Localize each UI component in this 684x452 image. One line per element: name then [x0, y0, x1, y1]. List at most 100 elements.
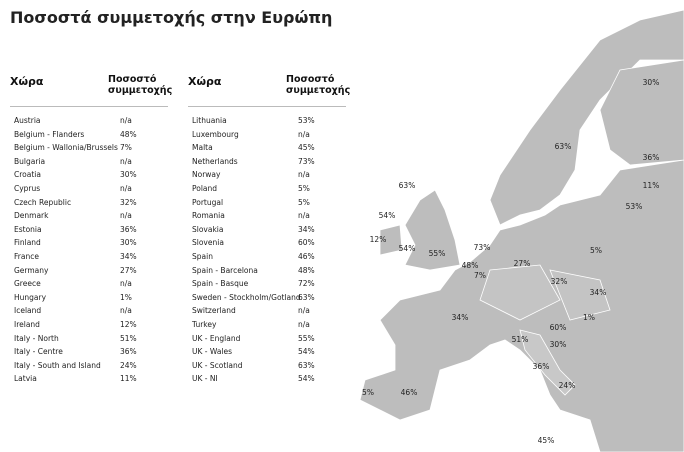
country-name: Bulgaria [14, 156, 46, 166]
participation-rate: 54% [298, 374, 315, 384]
country-name: UK - Scotland [192, 360, 243, 370]
country-name: UK - England [192, 333, 241, 343]
map-label: 1% [583, 313, 595, 322]
participation-rate: n/a [120, 184, 132, 193]
map-label: 60% [550, 323, 567, 332]
country-name: Slovenia [192, 238, 224, 248]
participation-rate: 53% [298, 116, 315, 125]
country-name: Spain - Basque [192, 279, 249, 289]
country-name: Italy - South and Island [14, 360, 101, 370]
map-label: 30% [643, 78, 660, 87]
country-name: Turkey [192, 320, 217, 329]
map-label: 32% [551, 277, 568, 286]
participation-rate: 51% [120, 333, 137, 343]
participation-rate: 54% [298, 347, 315, 357]
country-name: Netherlands [192, 156, 238, 166]
country-name: Spain - Barcelona [192, 265, 258, 275]
country-name: Belgium - Wallonia/Brussels [14, 143, 118, 153]
country-name: Cyprus [14, 184, 41, 193]
country-name: Greece [14, 279, 41, 289]
participation-rate: 45% [298, 143, 315, 153]
participation-rate: 27% [120, 265, 137, 275]
country-name: Iceland [14, 306, 42, 316]
map-label: 51% [512, 335, 529, 344]
map-label: 30% [550, 340, 567, 349]
map-label: 55% [429, 249, 446, 258]
country-name: Luxembourg [192, 129, 239, 139]
participation-rate: n/a [120, 211, 132, 221]
participation-rate: 12% [120, 320, 137, 329]
participation-rate: 11% [120, 374, 137, 384]
participation-rate: 34% [298, 224, 315, 234]
participation-rate: 36% [120, 347, 137, 357]
country-name: France [14, 252, 39, 261]
participation-rate: 34% [120, 252, 137, 261]
participation-rate: 48% [120, 129, 137, 139]
map-label: 54% [399, 244, 416, 253]
participation-rate: 55% [298, 333, 315, 343]
participation-rate: n/a [120, 116, 132, 125]
country-name: Poland [192, 184, 218, 193]
country-name: UK - Wales [192, 347, 233, 357]
map-label: 11% [643, 181, 660, 190]
map-label: 36% [643, 153, 660, 162]
land [359, 9, 684, 452]
title: Ποσοστά συμμετοχής στην Ευρώπη [10, 8, 333, 27]
participation-rate: n/a [120, 156, 132, 166]
participation-rate: n/a [298, 170, 310, 180]
country-name: Austria [14, 116, 41, 125]
participation-rate: 24% [120, 360, 137, 370]
country-name: Croatia [14, 170, 41, 180]
map-label: 27% [514, 259, 531, 268]
map-label: 5% [362, 388, 374, 397]
map-label: 54% [379, 211, 396, 220]
country-name: Sweden - Stockholm/Gotland [192, 292, 301, 302]
map-label: 63% [399, 181, 416, 190]
participation-rate: 30% [120, 170, 137, 180]
participation-rate: n/a [298, 211, 310, 221]
participation-rate: 36% [120, 224, 137, 234]
participation-rate: 5% [298, 184, 310, 193]
country-name: UK - NI [192, 374, 218, 384]
map-label: 48% [462, 261, 479, 270]
participation-rate: 72% [298, 279, 315, 289]
country-name: Belgium - Flanders [14, 129, 85, 139]
map-label: 5% [590, 246, 602, 255]
map-label: 46% [401, 388, 418, 397]
map-label: 24% [559, 381, 576, 390]
country-name: Portugal [192, 197, 224, 207]
country-name: Romania [192, 211, 225, 221]
column-header: Χώρα [188, 75, 222, 88]
country-name: Czech Republic [14, 197, 72, 207]
header-rule [188, 106, 346, 107]
country-name: Switzerland [192, 306, 236, 316]
country-name: Malta [192, 143, 213, 153]
map-label: 53% [626, 202, 643, 211]
column-header: Ποσοστό συμμετοχής [108, 74, 173, 96]
country-name: Estonia [14, 224, 42, 234]
map-label: 34% [590, 288, 607, 297]
map-label: 45% [538, 436, 555, 445]
country-name: Norway [192, 170, 221, 180]
participation-rate: 48% [298, 265, 315, 275]
header-rule [10, 106, 168, 107]
map-label: 34% [452, 313, 469, 322]
participation-rate: 5% [298, 197, 310, 207]
country-name: Slovakia [192, 224, 224, 234]
country-name: Lithuania [192, 116, 227, 125]
participation-rate: 60% [298, 238, 315, 248]
participation-rate: 1% [120, 292, 132, 302]
country-name: Finland [14, 238, 41, 248]
map-label: 7% [474, 271, 486, 280]
participation-rate: 63% [298, 360, 315, 370]
map-label: 12% [370, 235, 387, 244]
participation-rate: 32% [120, 197, 137, 207]
column-header: Χώρα [10, 75, 44, 88]
participation-rate: 73% [298, 156, 315, 166]
map-label: 63% [555, 142, 572, 151]
participation-rate: 30% [120, 238, 137, 248]
country-name: Hungary [14, 292, 47, 302]
participation-rate: n/a [298, 129, 310, 139]
